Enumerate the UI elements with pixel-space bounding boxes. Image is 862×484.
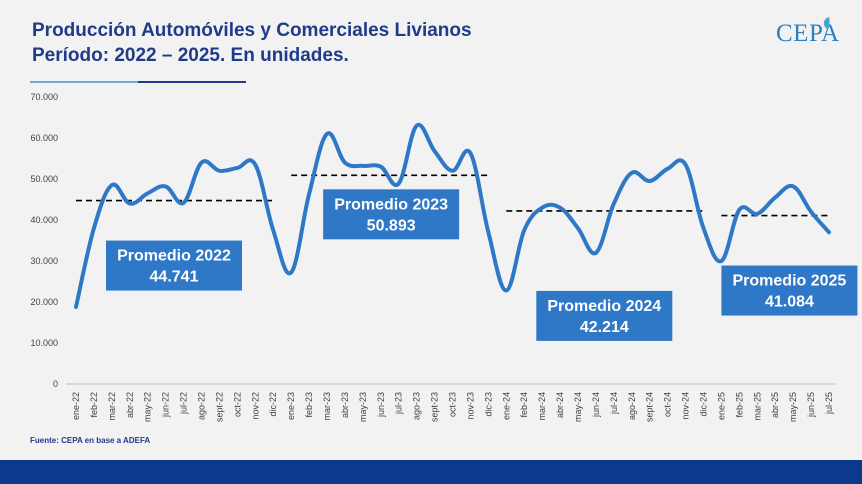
x-tick-label: nov-24 [681, 392, 691, 420]
y-tick-label: 70.000 [30, 92, 58, 102]
x-tick-label: ago-24 [627, 392, 637, 420]
average-box-bg [106, 240, 242, 291]
x-tick-label: mar-24 [537, 392, 547, 421]
y-tick-label: 0 [53, 379, 58, 389]
x-tick-label: abr-24 [555, 392, 565, 418]
y-tick-label: 60.000 [30, 133, 58, 143]
x-tick-label: jul-23 [394, 392, 404, 415]
footer-band [0, 460, 862, 484]
x-tick-label: jul-22 [179, 392, 189, 415]
x-tick-label: sept-22 [214, 392, 224, 422]
y-tick-label: 40.000 [30, 215, 58, 225]
x-tick-label: jul-25 [824, 392, 834, 415]
average-box-value: 41.084 [765, 294, 814, 311]
x-tick-label: abr-23 [340, 392, 350, 418]
average-box-value: 50.893 [367, 217, 416, 234]
average-box-bg [721, 265, 858, 316]
x-tick-label: sept-23 [430, 392, 440, 422]
chart-subtitle: Período: 2022 – 2025. En unidades. [32, 45, 349, 66]
x-tick-label: oct-24 [663, 392, 673, 417]
average-box-label: Promedio 2025 [733, 273, 847, 290]
y-tick-label: 50.000 [30, 174, 58, 184]
x-tick-label: feb-22 [89, 392, 99, 418]
average-box-bg [536, 290, 673, 341]
x-tick-label: ene-23 [286, 392, 296, 420]
x-tick-label: oct-22 [232, 392, 242, 417]
x-tick-label: jun-25 [806, 392, 816, 418]
average-box-bg [323, 189, 460, 240]
y-tick-label: 30.000 [30, 256, 58, 266]
x-tick-label: jun-24 [591, 392, 601, 418]
x-tick-label: abr-25 [770, 392, 780, 418]
y-tick-label: 10.000 [30, 338, 58, 348]
chart-title: Producción Automóviles y Comerciales Liv… [32, 20, 472, 41]
x-tick-label: oct-23 [448, 392, 458, 417]
average-box: Promedio 2023 50.893 [323, 189, 460, 240]
leaf-icon [823, 17, 830, 29]
x-tick-label: may-22 [143, 392, 153, 422]
x-tick-label: dic-22 [268, 392, 278, 417]
x-tick-label: feb-25 [734, 392, 744, 418]
x-tick-label: ago-23 [412, 392, 422, 420]
average-box-value: 42.214 [580, 319, 629, 336]
title-underline-light [30, 81, 138, 83]
x-tick-label: abr-22 [125, 392, 135, 418]
average-box-label: Promedio 2023 [334, 196, 448, 213]
source-note: Fuente: CEPA en base a ADEFA [30, 436, 151, 445]
x-tick-label: jun-23 [376, 392, 386, 418]
x-tick-label: feb-23 [304, 392, 314, 418]
x-tick-label: ene-25 [716, 392, 726, 420]
x-tick-label: dic-24 [699, 392, 709, 417]
line-chart: 0 10.000 20.000 30.000 40.000 50.000 60.000 70.… [30, 92, 858, 422]
x-tick-label: ago-22 [197, 392, 207, 420]
y-tick-label: 20.000 [30, 297, 58, 307]
x-tick-label: jul-24 [609, 392, 619, 415]
x-axis: ene-22 feb-22 mar-22 abr-22 may-22 jun-22 jul-… [66, 383, 835, 422]
title-block: Producción Automóviles y Comerciales Liv… [32, 18, 472, 68]
x-tick-label: ene-24 [501, 392, 511, 420]
x-tick-label: mar-23 [322, 392, 332, 421]
x-tick-label: may-23 [358, 392, 368, 422]
title-underline-dark [138, 81, 246, 83]
x-tick-label: mar-25 [752, 392, 762, 421]
x-tick-label: dic-23 [483, 392, 493, 417]
x-tick-label: nov-22 [250, 392, 260, 420]
x-tick-label: nov-23 [465, 392, 475, 420]
x-tick-label: jun-22 [161, 392, 171, 418]
x-tick-label: ene-22 [71, 392, 81, 420]
y-axis: 0 10.000 20.000 30.000 40.000 50.000 60.000 70.… [30, 92, 58, 389]
x-tick-label: may-25 [788, 392, 798, 422]
x-tick-label: mar-22 [107, 392, 117, 421]
average-box: Promedio 2025 41.084 [721, 265, 858, 316]
series-line [74, 122, 831, 309]
average-box: Promedio 2022 44.741 [106, 240, 242, 291]
average-box-value: 44.741 [150, 269, 199, 286]
x-tick-label: sept-24 [645, 392, 655, 422]
x-tick-label: may-24 [573, 392, 583, 422]
average-box: Promedio 2024 42.214 [536, 290, 673, 341]
average-box-label: Promedio 2024 [547, 298, 661, 315]
x-tick-label: feb-24 [519, 392, 529, 418]
average-box-label: Promedio 2022 [117, 248, 231, 265]
